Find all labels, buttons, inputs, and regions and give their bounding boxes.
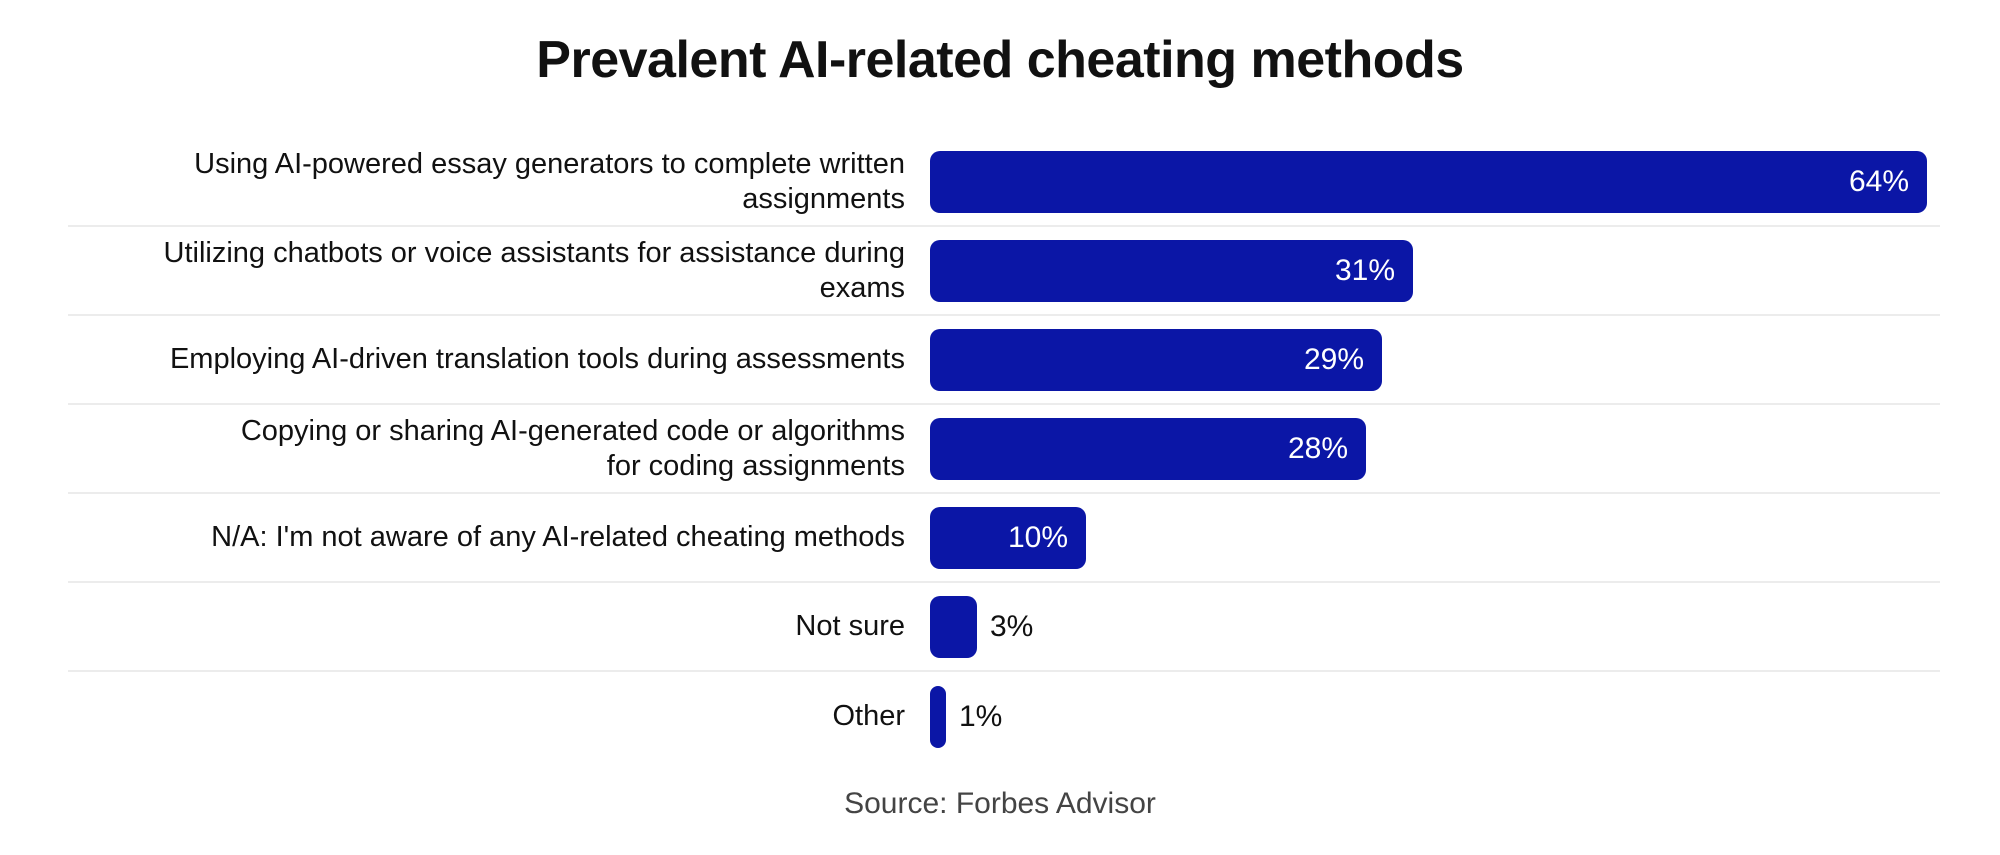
category-label: N/A: I'm not aware of any AI-related che… [211, 521, 905, 554]
value-label: 3% [990, 609, 1034, 643]
bar: 29% [930, 328, 1382, 391]
bar-area: 28% [930, 405, 1940, 492]
category-label: Other [832, 700, 905, 733]
bar-row: Using AI-powered essay generators to com… [68, 138, 1940, 227]
bar-area: 10% [930, 494, 1940, 581]
bar-row: Employing AI-driven translation tools du… [68, 316, 1940, 405]
category-label: Not sure [795, 610, 905, 643]
bar-area: 31% [930, 227, 1940, 314]
category-label: Using AI-powered essay generators to com… [194, 147, 905, 215]
value-label: 10% [1007, 520, 1068, 554]
bar: 64% [930, 150, 1927, 213]
bar-row: Utilizing chatbots or voice assistants f… [68, 227, 1940, 316]
value-label: 28% [1287, 431, 1348, 465]
bar-row: Not sure 3% [68, 583, 1940, 672]
value-label: 64% [1848, 164, 1909, 198]
bar-area: 64% [930, 138, 1940, 225]
bar-row: Copying or sharing AI-generated code or … [68, 405, 1940, 494]
source-caption: Source: Forbes Advisor [844, 787, 1156, 820]
value-label: 29% [1303, 342, 1364, 376]
value-label: 1% [959, 699, 1003, 733]
category-label: Employing AI-driven translation tools du… [169, 343, 905, 376]
bar: 10% [930, 506, 1086, 569]
bar: 28% [930, 417, 1366, 480]
chart-title: Prevalent AI-related cheating methods [536, 31, 1464, 89]
value-label: 31% [1334, 253, 1395, 287]
bar-row: N/A: I'm not aware of any AI-related che… [68, 494, 1940, 583]
category-label: Utilizing chatbots or voice assistants f… [163, 236, 905, 304]
bar: 31% [930, 239, 1413, 302]
bar-chart: Using AI-powered essay generators to com… [68, 138, 1940, 761]
bar-row: Other 1% [68, 672, 1940, 761]
bar-area: 3% [930, 583, 1940, 670]
bar-area: 1% [930, 672, 1940, 761]
bar-area: 29% [930, 316, 1940, 403]
bar [930, 685, 946, 748]
category-label: Copying or sharing AI-generated code or … [240, 414, 905, 482]
bar [930, 595, 977, 658]
